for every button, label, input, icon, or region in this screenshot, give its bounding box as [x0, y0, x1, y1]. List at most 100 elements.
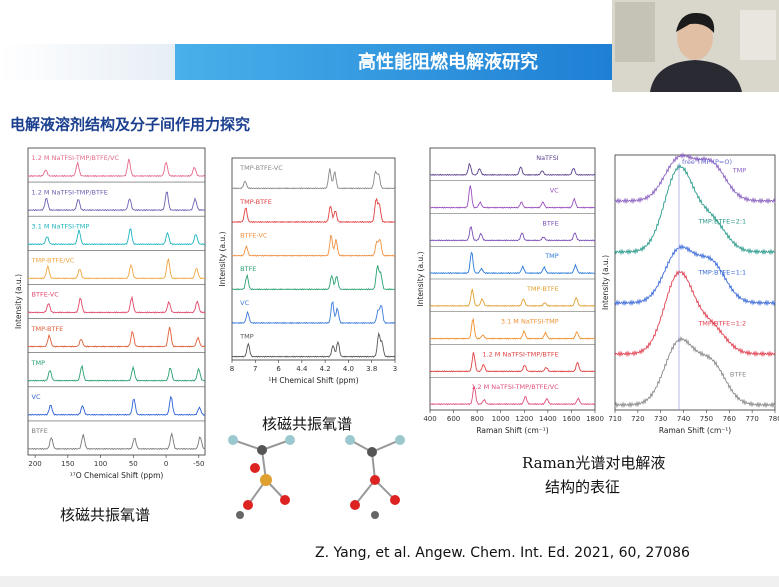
spectrum-trace — [429, 251, 596, 275]
trace-label: TMP:BTFE=1:1 — [697, 268, 746, 276]
spectrum-trace — [429, 288, 596, 307]
spectrum-trace — [429, 162, 596, 176]
spectrum-trace — [28, 326, 206, 348]
spectrum-trace — [614, 163, 775, 256]
x-axis-label: ¹⁷O Chemical Shift (ppm) — [70, 471, 164, 480]
spectrum-trace — [27, 395, 206, 416]
trace-label: VC — [240, 299, 249, 307]
x-tick-label: 400 — [423, 415, 436, 423]
x-tick-label: 730 — [654, 415, 667, 423]
spectrum-trace — [231, 168, 396, 190]
spectrum-trace — [27, 364, 206, 382]
spectrum-trace — [27, 295, 206, 314]
plot-frame — [614, 154, 776, 411]
banner-fade — [0, 44, 175, 80]
x-tick-label: 1000 — [492, 415, 510, 423]
x-tick-label: 1200 — [515, 415, 533, 423]
trace-label: BTFE — [32, 427, 48, 435]
spectrum-trace — [429, 185, 595, 209]
trace-label: BTFE-VC — [240, 231, 268, 239]
x-tick-label: 720 — [631, 415, 644, 423]
spectrum-trace — [614, 243, 776, 307]
spectrum-panel: 1.2 M NaTFSI-TMP/BTFE/VC 1.2 M NaTFSI-TMP… — [14, 147, 206, 480]
annotation: free TMP (P=O) — [682, 158, 732, 166]
trace-label: TMP-BTFE — [526, 285, 559, 293]
y-axis-label: Intensity (a.u.) — [601, 255, 610, 310]
trace-label: 1.2 M NaTFSI-TMP/BTFE/VC — [32, 154, 120, 162]
x-tick-label: 1400 — [539, 415, 557, 423]
trace-label: TMP — [31, 359, 46, 367]
caption: 结构的表征 — [545, 478, 620, 496]
x-axis-label: Raman Shift (cm⁻¹) — [659, 426, 731, 435]
trace-label: TMP:BTFE=1:2 — [697, 319, 746, 327]
footer-bar — [0, 576, 779, 587]
x-tick-label: 750 — [700, 415, 713, 423]
trace-label: BTFE-VC — [32, 291, 60, 299]
banner — [175, 44, 612, 80]
x-tick-label: 8 — [230, 365, 234, 373]
caption: 核磁共振氧谱 — [60, 506, 150, 524]
trace-label: 1.2 M NaTFSI-TMP/BTFE — [482, 350, 558, 358]
x-tick-label: 770 — [745, 415, 758, 423]
spectrum-trace — [27, 158, 206, 178]
spectrum-trace — [614, 269, 776, 358]
banner-title: 高性能阻燃电解液研究 — [358, 51, 538, 73]
x-tick-label: 150 — [61, 460, 74, 468]
trace-label: TMP — [239, 332, 254, 340]
trace-label: VC — [550, 187, 559, 195]
x-tick-label: 710 — [608, 415, 621, 423]
x-tick-label: 1800 — [586, 415, 604, 423]
trace-label: 1.2 M NaTFSI-TMP/BTFE/VC — [471, 383, 559, 391]
trace-label: TMP:BTFE=2:1 — [697, 217, 746, 225]
trace-label: BTFE — [542, 219, 558, 227]
trace-label: NaTFSI — [536, 154, 559, 162]
trace-label: TMP-BTFE/VC — [31, 257, 75, 265]
x-tick-label: 7 — [253, 365, 257, 373]
spectrum-trace — [429, 352, 596, 373]
trace-label: BTFE — [730, 370, 746, 378]
x-tick-label: 800 — [470, 415, 483, 423]
trace-label: 1.2 M NaTFSI-TMP/BTFE — [32, 188, 108, 196]
x-tick-label: 0 — [164, 460, 168, 468]
trace-label: TMP-BTFE-VC — [239, 164, 283, 172]
spectrum-trace — [27, 191, 205, 212]
x-tick-label: 3.8 — [366, 365, 377, 373]
spectrum-trace — [614, 152, 776, 205]
spectrum-trace — [27, 228, 206, 246]
x-tick-label: 760 — [723, 415, 736, 423]
trace-label: TMP-BTFE — [31, 325, 64, 333]
spectrum-trace — [614, 335, 776, 409]
trace-label: TMP — [732, 166, 747, 174]
x-tick-label: 600 — [447, 415, 460, 423]
spectrum-trace — [231, 197, 395, 224]
x-tick-label: 50 — [129, 460, 138, 468]
x-tick-label: 3 — [393, 365, 397, 373]
y-axis-label: Intensity (a.u.) — [416, 251, 425, 306]
trace-label: TMP — [544, 252, 559, 260]
spectrum-trace — [27, 258, 206, 280]
spectrum-trace — [430, 317, 596, 340]
spectrum-trace — [232, 331, 396, 358]
spectrum-panel: NaTFSI VC BTFE TMP TMP-BTFE 3.1 M NaTFSI-TMP 1… — [416, 147, 604, 435]
spectrum-trace — [429, 226, 596, 242]
caption: 核磁共振氧谱 — [262, 415, 352, 433]
spectrum-trace — [429, 386, 596, 406]
trace-label: BTFE — [240, 265, 256, 273]
spectrum-trace — [27, 431, 205, 451]
x-tick-label: -50 — [193, 460, 204, 468]
x-tick-label: 6 — [276, 365, 281, 373]
x-axis-label: Raman Shift (cm⁻¹) — [476, 426, 548, 435]
trace-label: 3.1 M NaTFSI-TMP — [32, 222, 90, 230]
trace-label: VC — [32, 393, 41, 401]
y-axis-label: Intensity (a.u.) — [218, 231, 227, 286]
trace-label: TMP-BTFE — [239, 198, 272, 206]
spectrum-trace — [231, 301, 396, 325]
spectrum-trace — [231, 265, 396, 291]
x-tick-label: 4.0 — [343, 365, 354, 373]
x-tick-label: 200 — [28, 460, 41, 468]
x-tick-label: 4.4 — [296, 365, 308, 373]
caption: Raman光谱对电解液 — [522, 454, 665, 472]
plot-frame — [27, 147, 206, 456]
